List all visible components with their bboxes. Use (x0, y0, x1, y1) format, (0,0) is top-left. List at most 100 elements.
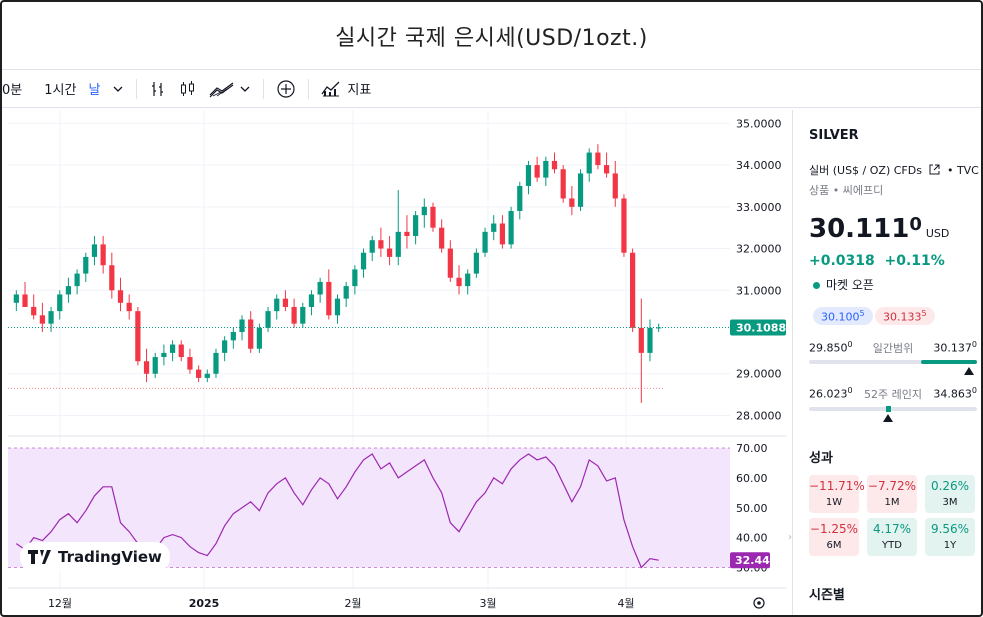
performance-cell[interactable]: 4.17% YTD (867, 518, 917, 556)
symbol-description: 실버 (US$ / OZ) CFDs • TVC (809, 162, 979, 178)
performance-cell[interactable]: 9.56% 1Y (925, 518, 975, 556)
tradingview-watermark: TradingView (20, 542, 170, 572)
bid-badge: 30.1005 (813, 307, 873, 325)
currency: USD (925, 227, 950, 240)
candle-body (551, 160, 558, 170)
performance-period: 1M (884, 497, 900, 508)
last-price-tag (730, 319, 786, 336)
bid-sup: 5 (859, 309, 865, 318)
description-text: 실버 (US$ / OZ) CFDs (809, 164, 922, 177)
candle-body (630, 252, 636, 328)
symbol-sidebar: SILVER 실버 (US$ / OZ) CFDs • TVC 상품 • 씨에프… (792, 110, 981, 615)
candle-body (83, 256, 89, 274)
candle-body (326, 281, 332, 316)
candle-body (317, 281, 323, 295)
candle-body (439, 227, 445, 249)
candle-body (378, 240, 384, 249)
interval-truncated[interactable]: 0분 (2, 83, 23, 98)
wk52-range-row: 26.0230 52주 레인지 34.8630 (809, 386, 977, 402)
wk52-marker-icon (883, 414, 894, 422)
day-high-sup: 0 (971, 340, 977, 349)
area-style-button[interactable] (203, 74, 257, 104)
symbol-name[interactable]: SILVER (809, 128, 859, 143)
compare-button[interactable] (270, 74, 302, 104)
performance-cell[interactable]: −7.72% 1M (867, 475, 917, 513)
candle-body (612, 173, 618, 199)
candle-body (291, 306, 297, 324)
market-status: 마켓 오픈 (813, 276, 874, 293)
candle-body (204, 373, 210, 378)
candle-body (48, 311, 54, 324)
candle-body (369, 240, 375, 253)
rsi-value-label: 32.44 (735, 554, 770, 567)
candle-body (603, 165, 610, 174)
performance-value: −1.25% (809, 522, 859, 536)
candle-body (517, 185, 523, 211)
indicators-button[interactable]: 지표 (315, 74, 377, 104)
candle-body (109, 265, 115, 291)
price-chart[interactable]: 35.0000 34.0000 33.0000 32.0000 31.0000 29.00… (8, 110, 786, 615)
price-axis-label: 28.0000 (736, 409, 782, 422)
candle-body (352, 269, 358, 287)
chart-area[interactable]: 35.0000 34.0000 33.0000 32.0000 31.0000 29.00… (8, 110, 786, 615)
settings-gear-icon[interactable] (753, 597, 765, 609)
performance-value: −7.72% (867, 479, 917, 493)
candle-style-button[interactable] (173, 74, 203, 104)
rsi-axis-label: 60.00 (736, 472, 768, 485)
candle-body (39, 315, 45, 324)
watermark-text: TradingView (58, 548, 162, 566)
candle-body (621, 198, 627, 253)
day-range-bar (809, 360, 977, 364)
performance-cell[interactable]: −1.25% 6M (809, 518, 859, 556)
x-axis-label: 4월 (617, 597, 634, 610)
bars-icon (152, 81, 164, 96)
day-low: 29.8500 (809, 340, 853, 356)
plus-circle-icon (277, 79, 296, 98)
sidebar-collapse-handle[interactable]: › (788, 532, 792, 543)
last-price-label: 30.1088 (736, 321, 786, 334)
performance-title: 성과 (809, 451, 833, 466)
bar-style-button[interactable] (143, 74, 173, 104)
candle-body (178, 344, 184, 358)
candle-body (143, 361, 150, 374)
candle-body (586, 152, 592, 174)
candle-body (248, 319, 254, 349)
price-change: +0.0318 +0.11% (809, 253, 945, 269)
candle-body (213, 352, 219, 374)
candle-body (169, 344, 176, 353)
wk52-low: 26.0230 (809, 386, 853, 402)
area-chart-icon (209, 82, 234, 97)
performance-value: 9.56% (930, 522, 970, 536)
candle-body (22, 294, 28, 307)
candle-body (395, 231, 401, 257)
performance-value: −11.71% (809, 479, 865, 493)
wk52-range-fill (886, 406, 892, 412)
candle-body (656, 327, 662, 329)
performance-period: 6M (826, 540, 842, 551)
last-price: 30.1110 USD (809, 214, 949, 244)
interval-1h-button[interactable]: 1시간 (44, 83, 77, 98)
indicators-icon (321, 81, 340, 96)
day-range-fill (920, 360, 977, 364)
candle-body (282, 298, 289, 307)
performance-cell[interactable]: 0.26% 3M (925, 475, 975, 513)
change-pct: +0.11% (884, 253, 945, 269)
candle-body (152, 357, 158, 374)
external-link-icon[interactable] (929, 164, 940, 175)
change-abs: +0.0318 (809, 253, 875, 269)
day-high: 30.1370 (933, 340, 977, 356)
candle-body (187, 357, 193, 370)
candle-body (100, 244, 106, 266)
candle-body (421, 206, 427, 216)
candle-body (482, 231, 488, 253)
x-axis-label: 2025 (189, 597, 220, 610)
interval-day-button[interactable]: 날 (88, 83, 101, 98)
candle-body (256, 327, 262, 349)
interval-dropdown[interactable] (106, 74, 130, 104)
performance-cell[interactable]: −11.71% 1W (809, 475, 865, 513)
candle-body (117, 290, 124, 303)
day-low-sup: 0 (847, 340, 853, 349)
day-high-value: 30.137 (933, 341, 972, 355)
candle-body (560, 169, 566, 199)
exchange-text: • TVC (946, 164, 979, 177)
